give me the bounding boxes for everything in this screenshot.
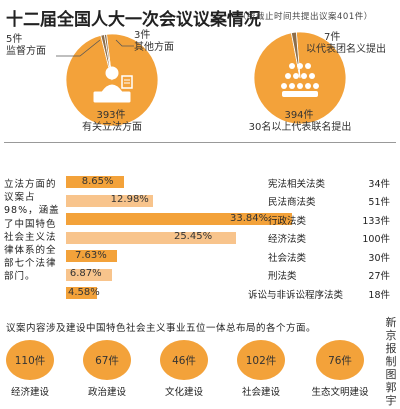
page-title: 十二届全国人大一次会议议案情况: [6, 10, 261, 30]
bar-0: [66, 176, 124, 188]
right-pie-count-delegation: 7件: [324, 32, 341, 43]
bar-category-label: 经济法类: [268, 234, 307, 245]
construction-count-circle: 46件: [160, 340, 208, 380]
left-pie-label-supervision: 监督方面: [6, 46, 46, 57]
bar-category-label: 社会法类: [268, 252, 307, 264]
bar-category-label: 宪法相关法类: [268, 178, 326, 190]
bar-percent-label: 8.65%: [81, 175, 114, 187]
construction-count-circle: 67件: [83, 340, 131, 380]
construction-label: 社会建设: [241, 387, 280, 398]
left-pie-count-legislation: 393件: [96, 110, 126, 121]
bar-percent-label: 4.58%: [68, 286, 100, 298]
bar-percent-label: 25.45%: [173, 231, 213, 242]
bar-4: [66, 250, 117, 262]
divider: [4, 142, 396, 143]
bar-5: [66, 268, 112, 281]
left-pie-count-supervision: 5件: [6, 34, 23, 45]
bar-category-label: 刑法类: [268, 271, 297, 282]
left-pie-label-other: 其他方面: [134, 42, 174, 53]
bar-percent-label: 7.63%: [74, 249, 107, 261]
right-pie-count-joint: 394件: [284, 110, 314, 121]
credit: 新京报制图郭宇: [385, 316, 397, 407]
construction-count-circle: 102件: [237, 340, 285, 380]
bar-count-label: 100件: [362, 234, 390, 245]
bar-percent-label: 12.98%: [110, 194, 149, 205]
bar-count-label: 30件: [368, 252, 390, 264]
title-note: （统截止时间共提出议案401件）: [238, 12, 373, 22]
bar-chart: 8.65% 宪法相关法类 34件 12.98% 民法商法类 51件 33.84% 行政法类 13…: [66, 175, 390, 301]
left-pie-chart: [65, 33, 159, 127]
right-pie-label-joint: 30名以上代表联名提出: [248, 122, 352, 133]
bar-count-label: 133件: [362, 215, 390, 227]
construction-count-circle: 76件: [316, 340, 364, 380]
bar-1: [66, 194, 153, 207]
bar-category-label: 诉讼与非诉讼程序法类: [248, 289, 344, 301]
bar-count-label: 18件: [368, 289, 390, 301]
bottom-description: 议案内容涉及建设中国特色社会主义事业五位一体总布局的各个方面。: [6, 323, 317, 334]
right-pie-label-delegation: 以代表团名义提出: [306, 44, 386, 55]
people-group-icon: [281, 63, 319, 97]
construction-label: 政治建设: [87, 387, 126, 398]
construction-label: 生态文明建设: [311, 387, 369, 398]
bar-percent-label: 33.84%: [230, 212, 269, 224]
bar-percent-label: 6.87%: [69, 268, 102, 279]
right-pie-chart: [253, 31, 347, 125]
bar-count-label: 34件: [368, 178, 390, 190]
bar-count-label: 51件: [368, 197, 390, 208]
legislation-description: 立法方面的议案占98%，涵盖了中国特色社会主义法律体系的全部七个法律部门。: [4, 179, 60, 283]
left-pie-count-other: 3件: [134, 30, 151, 41]
construction-label: 文化建设: [164, 387, 203, 398]
construction-label: 经济建设: [10, 387, 49, 398]
bar-6: [66, 287, 97, 299]
bar-category-label: 民法商法类: [268, 197, 316, 208]
bar-count-label: 27件: [368, 271, 390, 282]
bar-category-label: 行政法类: [268, 215, 307, 227]
bar-3: [66, 231, 236, 244]
bar-2: [66, 213, 292, 225]
construction-count-circle: 110件: [6, 340, 54, 380]
legislation-icon: [93, 66, 133, 103]
left-pie-label-legislation: 有关立法方面: [82, 122, 142, 133]
